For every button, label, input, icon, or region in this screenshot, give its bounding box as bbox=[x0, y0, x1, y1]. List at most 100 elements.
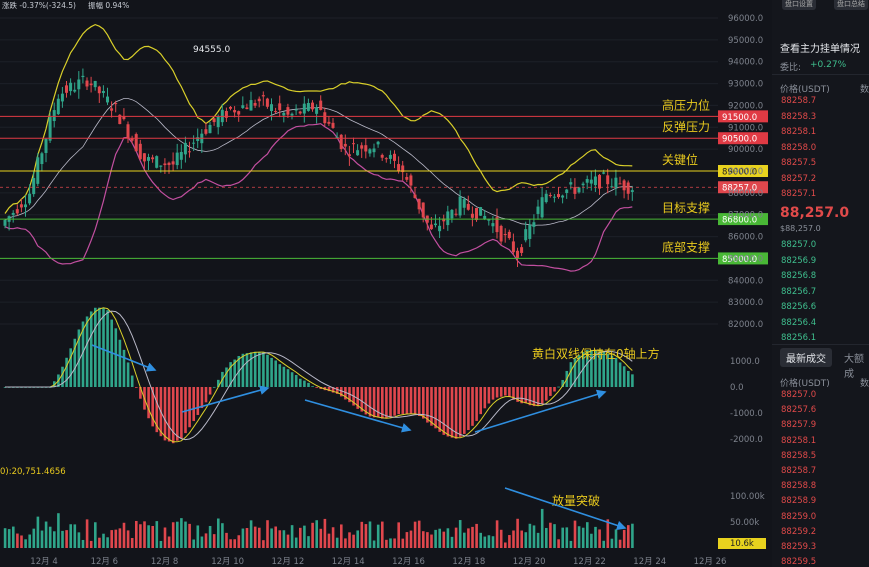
chart-area[interactable]: 94555.0 91500.0 高压力位 90500.0 反弹压力 89000.0 关键位… bbox=[0, 0, 772, 567]
macd-bar bbox=[303, 380, 306, 387]
candle-body bbox=[499, 225, 503, 242]
boll-mid-line bbox=[4, 98, 633, 226]
macd-bar bbox=[577, 355, 581, 387]
candle-body bbox=[237, 111, 241, 115]
level-tag-bg bbox=[718, 252, 768, 265]
volume-bar bbox=[323, 518, 327, 548]
macd-bar bbox=[508, 387, 511, 398]
volume-bar bbox=[458, 520, 462, 548]
ask-price: 88258.7 bbox=[781, 96, 817, 106]
volume-bar bbox=[545, 527, 548, 548]
volume-bar bbox=[188, 523, 191, 548]
candle-body bbox=[56, 98, 60, 115]
candle-body bbox=[618, 183, 622, 185]
volume-bar bbox=[290, 525, 294, 548]
volume-bar bbox=[348, 532, 351, 548]
macd-bar bbox=[118, 339, 122, 387]
trade-price: 88257.0 bbox=[781, 390, 817, 400]
macd-bar bbox=[241, 353, 245, 387]
volume-bar bbox=[364, 524, 368, 548]
macd-tick: -1000.0 bbox=[730, 409, 763, 419]
volume-bar bbox=[360, 521, 364, 548]
volume-bar bbox=[307, 536, 310, 548]
volume-bar bbox=[258, 527, 261, 548]
macd-bar bbox=[483, 387, 487, 409]
candle-body bbox=[294, 109, 298, 111]
trade-price: 88258.9 bbox=[781, 496, 817, 507]
volume-bar bbox=[442, 531, 446, 548]
macd-bar bbox=[381, 387, 384, 419]
volume-bar bbox=[229, 539, 232, 548]
candle-body bbox=[528, 224, 532, 239]
date-tick: 12月 12 bbox=[272, 557, 305, 567]
macd-bar bbox=[204, 387, 208, 403]
candle-body bbox=[405, 177, 409, 180]
macd-bar bbox=[536, 387, 540, 406]
volume-bar bbox=[253, 526, 257, 548]
trade-price: 88258.5 bbox=[781, 450, 817, 461]
candle-body bbox=[118, 114, 122, 125]
volume-bar bbox=[495, 520, 499, 548]
date-tick: 12月 22 bbox=[573, 557, 606, 567]
volume-bar bbox=[110, 530, 113, 548]
macd-bar bbox=[385, 387, 388, 419]
macd-bar bbox=[520, 387, 523, 404]
order-book-panel: 盘口设置 盘口总结 查看主力挂单情况 委比: +0.27% 价格(USDT) 数… bbox=[772, 0, 869, 567]
macd-bar bbox=[557, 386, 560, 388]
last-price: 88,257.0 bbox=[780, 205, 850, 221]
volume-bar bbox=[372, 540, 376, 548]
volume-bar bbox=[381, 521, 384, 548]
macd-bar bbox=[294, 375, 298, 387]
volume-bar bbox=[147, 525, 150, 548]
candle-body bbox=[388, 154, 392, 159]
candle-body bbox=[97, 86, 101, 94]
macd-bar bbox=[434, 387, 437, 429]
tab-latest-trades[interactable]: 最新成交 bbox=[780, 348, 832, 367]
orderbook-settings-button[interactable]: 盘口设置 bbox=[782, 0, 816, 10]
macd-bar bbox=[274, 360, 277, 387]
macd-bar bbox=[618, 362, 622, 387]
macd-bar bbox=[598, 351, 601, 387]
orderbook-summary-button[interactable]: 盘口总结 bbox=[834, 0, 868, 10]
volume-bar bbox=[602, 540, 605, 548]
volume-bar bbox=[85, 519, 89, 548]
candle-body bbox=[372, 148, 376, 153]
macd-bar bbox=[622, 366, 626, 387]
macd-bar bbox=[446, 387, 450, 437]
macd-bar bbox=[401, 387, 405, 414]
macd-bar bbox=[631, 374, 634, 387]
tab-large-trades[interactable]: 大额成 bbox=[844, 354, 864, 380]
trend-arrow bbox=[91, 344, 157, 372]
trend-arrow bbox=[474, 389, 607, 433]
candle-body bbox=[249, 100, 253, 111]
macd-bar bbox=[94, 307, 97, 387]
candle-body bbox=[343, 143, 347, 147]
macd-bar bbox=[315, 387, 318, 388]
candle-body bbox=[458, 196, 462, 216]
ask-price: 88258.1 bbox=[781, 127, 817, 137]
volume-panel: 100.00k 50.00k 10.6k 0):20,751.4656 放量突破 bbox=[0, 467, 766, 549]
volume-bar bbox=[376, 524, 380, 548]
macd-bar bbox=[290, 372, 294, 387]
volume-bar bbox=[581, 527, 585, 548]
volume-bar bbox=[7, 529, 11, 548]
candle-body bbox=[204, 129, 208, 134]
volume-bar bbox=[282, 530, 286, 548]
volume-bar bbox=[159, 540, 163, 548]
macd-bar bbox=[327, 387, 331, 392]
volume-bar bbox=[352, 534, 355, 548]
candle-body bbox=[89, 83, 93, 86]
volume-bar bbox=[516, 518, 519, 548]
volume-bar bbox=[204, 533, 208, 548]
volume-bar bbox=[53, 531, 56, 548]
macd-bar bbox=[450, 387, 454, 438]
macd-bar bbox=[393, 387, 396, 416]
macd-bar bbox=[614, 357, 618, 387]
volume-bar bbox=[3, 528, 7, 548]
volume-bar bbox=[450, 536, 454, 548]
volume-bar bbox=[569, 540, 573, 548]
candle-body bbox=[495, 217, 499, 233]
volume-indicator: 0):20,751.4656 bbox=[0, 467, 66, 477]
macd-bar bbox=[430, 387, 433, 426]
volume-bar bbox=[598, 529, 601, 548]
